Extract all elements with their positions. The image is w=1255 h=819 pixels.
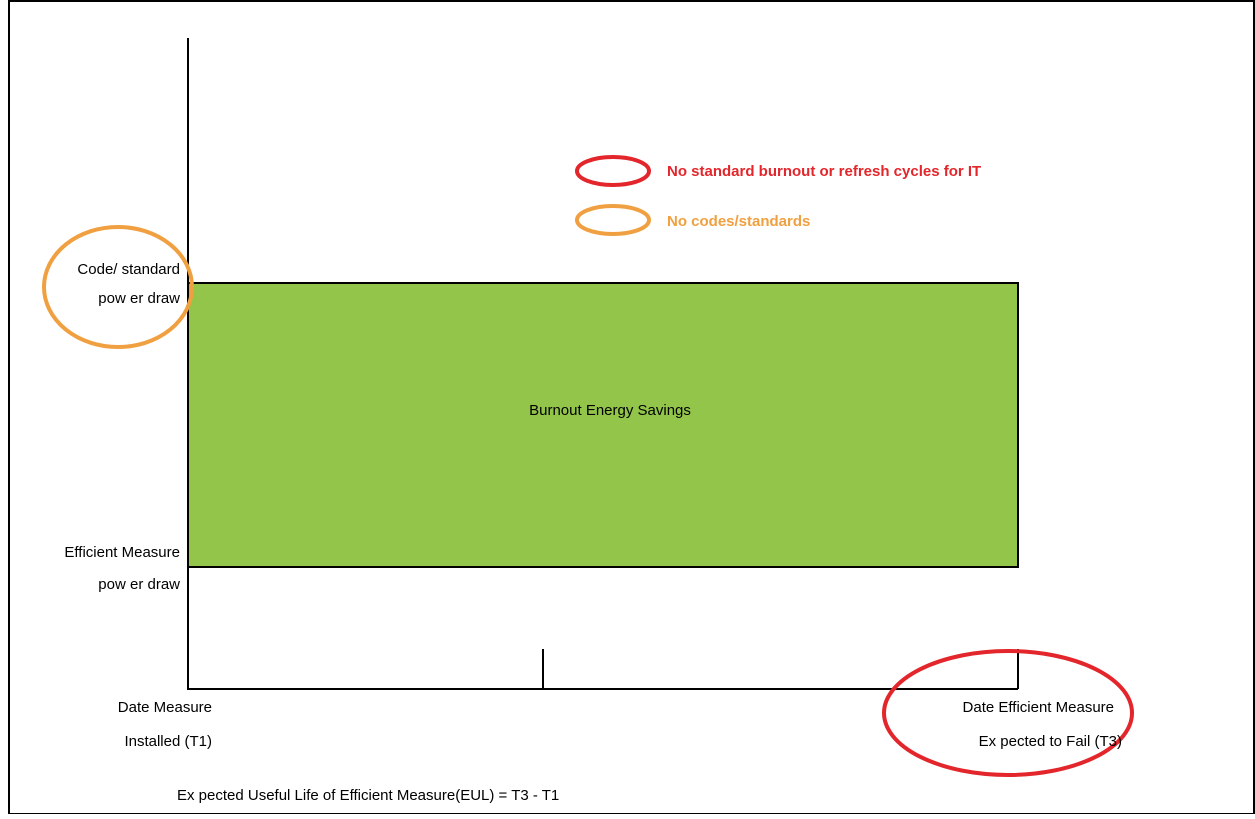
- y-label: pow er draw: [98, 576, 180, 593]
- y-label: pow er draw: [98, 290, 180, 307]
- x-label: Installed (T1): [124, 733, 212, 750]
- x-label: Date Efficient Measure: [963, 699, 1114, 716]
- legend-label: No codes/standards: [667, 213, 810, 230]
- legend-marker: [575, 155, 651, 187]
- box-label: Burnout Energy Savings: [529, 402, 691, 419]
- x-label: Ex pected to Fail (T3): [979, 733, 1122, 750]
- savings-box: [187, 282, 1019, 568]
- x-label: Date Measure: [118, 699, 212, 716]
- footer: Ex pected Useful Life of Efficient Measu…: [177, 787, 559, 804]
- legend-label: No standard burnout or refresh cycles fo…: [667, 163, 981, 180]
- highlight: [42, 225, 194, 349]
- y-label: Efficient Measure: [64, 544, 180, 561]
- legend-marker: [575, 204, 651, 236]
- highlight: [882, 649, 1134, 777]
- y-label: Code/ standard: [77, 261, 180, 278]
